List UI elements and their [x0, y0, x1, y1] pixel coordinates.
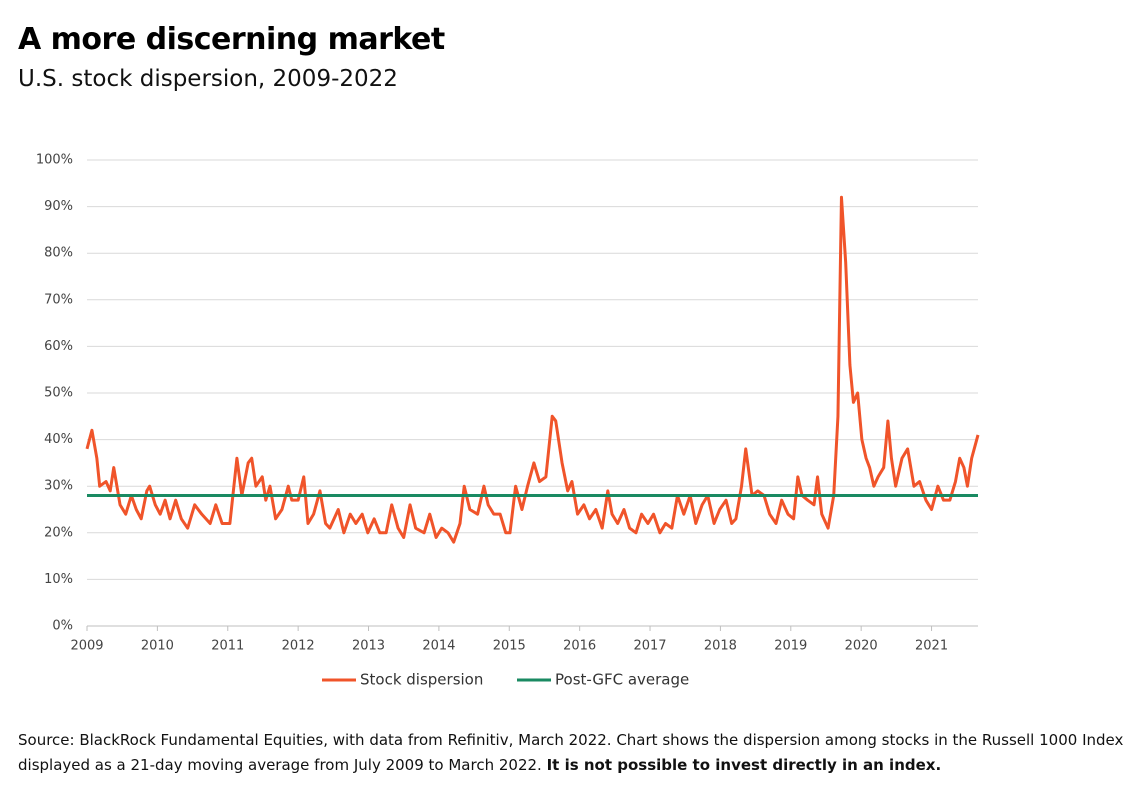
footnote-text: Source: BlackRock Fundamental Equities, … [18, 731, 1124, 774]
y-tick-label: 100% [36, 153, 73, 168]
x-tick-label: 2019 [774, 639, 807, 654]
footnote: Source: BlackRock Fundamental Equities, … [18, 728, 1128, 778]
x-tick-label: 2013 [352, 639, 385, 654]
data-line [85, 195, 980, 544]
x-tick-label: 2017 [633, 639, 666, 654]
legend-label: Stock dispersion [360, 671, 483, 689]
x-tick-label: 2015 [493, 639, 526, 654]
y-tick-label: 90% [44, 199, 73, 214]
chart-title: A more discerning market [18, 22, 445, 57]
x-tick-label: 2018 [704, 639, 737, 654]
y-tick-label: 50% [44, 386, 73, 401]
y-tick-label: 80% [44, 246, 73, 261]
x-tick-label: 2012 [282, 639, 315, 654]
y-tick-label: 0% [52, 619, 73, 634]
legend-label: Post-GFC average [555, 671, 689, 689]
x-tick-label: 2016 [563, 639, 596, 654]
y-tick-label: 10% [44, 572, 73, 587]
x-tick-label: 2011 [211, 639, 244, 654]
x-tick-label: 2009 [70, 639, 103, 654]
x-tick-label: 2014 [422, 639, 455, 654]
y-tick-label: 70% [44, 292, 73, 307]
y-tick-label: 20% [44, 525, 73, 540]
y-tick-label: 30% [44, 479, 73, 494]
footnote-emphasis: It is not possible to invest directly in… [546, 756, 942, 774]
x-tick-label: 2010 [141, 639, 174, 654]
y-tick-label: 60% [44, 339, 73, 354]
chart-subtitle: U.S. stock dispersion, 2009-2022 [18, 66, 398, 92]
y-tick-label: 40% [44, 432, 73, 447]
x-tick-label: 2020 [845, 639, 878, 654]
x-tick-label: 2021 [915, 639, 948, 654]
